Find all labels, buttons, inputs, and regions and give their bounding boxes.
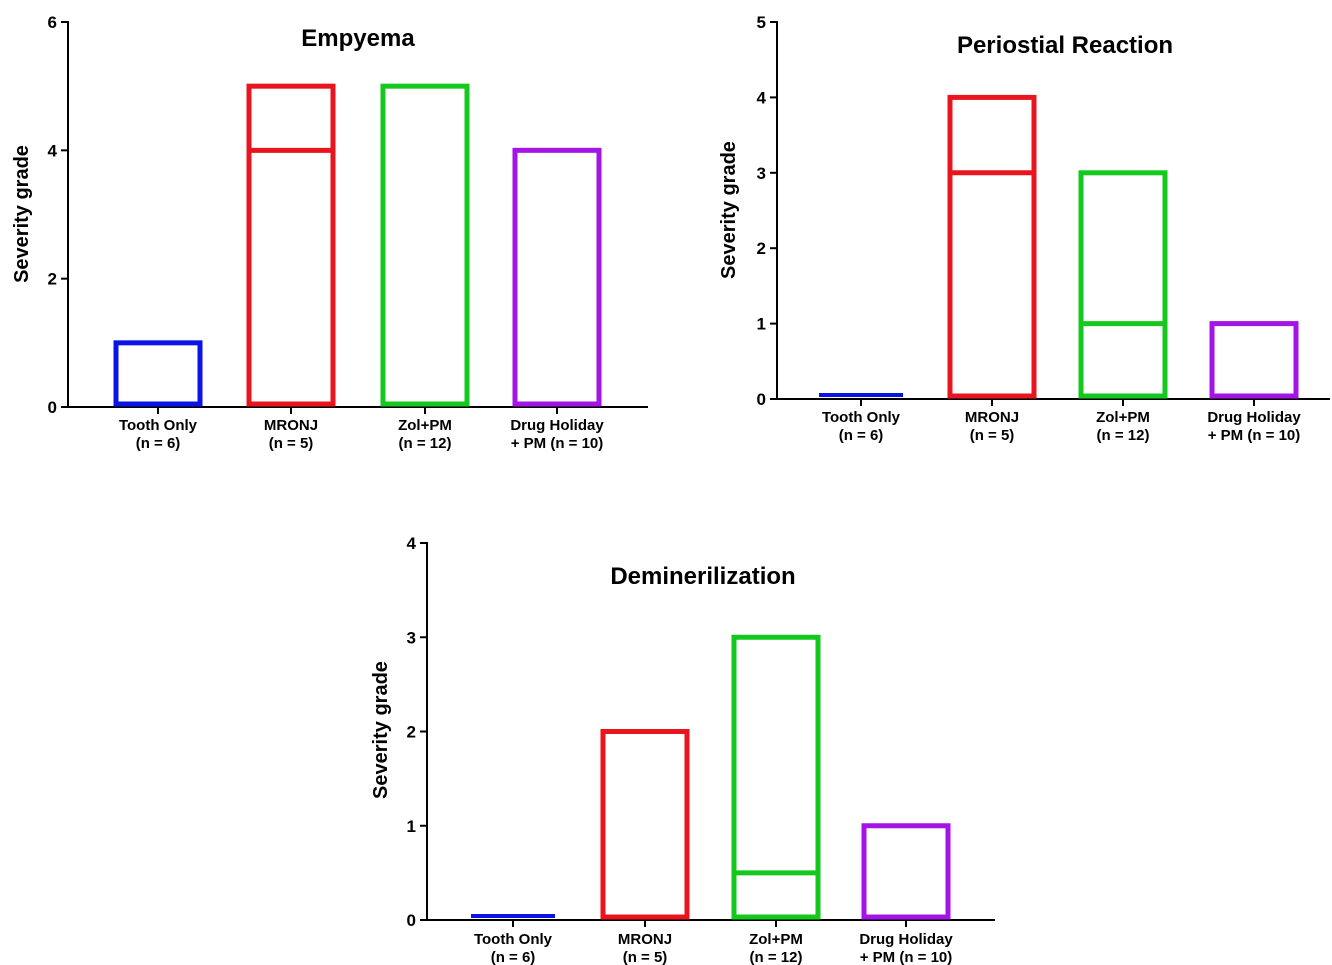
- bar-1: [471, 914, 555, 918]
- chart-panel-2: Periostial Reaction Severity grade 0 1 2 3 4 5 T…: [718, 13, 1330, 444]
- y-axis-label: Severity grade: [11, 145, 33, 283]
- y-tick-label: 2: [48, 270, 57, 289]
- x-category-label: Drug Holiday + PM (n = 10): [510, 417, 604, 452]
- y-tick-label: 3: [757, 164, 766, 183]
- y-tick-label: 0: [407, 911, 416, 930]
- chart-title: Deminerilization: [610, 563, 795, 590]
- chart-panel-3: Deminerilization Severity grade 0 1 2 3 4 Tooth…: [370, 534, 995, 965]
- bar-3: [1078, 170, 1168, 399]
- y-tick-label: 1: [757, 315, 766, 334]
- x-category-label: Zol+PM (n = 12): [1096, 409, 1150, 444]
- y-tick-label: 3: [407, 628, 416, 647]
- chart-title: Empyema: [301, 25, 415, 52]
- bar-1: [819, 393, 903, 397]
- y-tick-label: 6: [48, 13, 57, 32]
- y-tick-label: 1: [407, 817, 416, 836]
- y-axis-label: Severity grade: [370, 661, 392, 799]
- chart-panel-1: Empyema Severity grade 0 2 4 6 Tooth Only (n = …: [11, 13, 648, 452]
- x-category-label: Zol+PM (n = 12): [749, 931, 803, 965]
- x-category-label: MRONJ (n = 5): [965, 409, 1019, 444]
- bar-2: [600, 729, 690, 920]
- bar-2: [246, 83, 336, 407]
- y-tick-label: 0: [757, 390, 766, 409]
- bar-4: [861, 823, 951, 920]
- x-category-label: Tooth Only (n = 6): [474, 931, 553, 965]
- x-category-label: Tooth Only (n = 6): [119, 417, 198, 452]
- y-tick-label: 4: [48, 141, 58, 160]
- y-tick-label: 2: [407, 723, 416, 742]
- chart-title: Periostial Reaction: [957, 32, 1173, 59]
- y-tick-label: 2: [757, 239, 766, 258]
- x-category-label: MRONJ (n = 5): [618, 931, 672, 965]
- x-category-label: Drug Holiday + PM (n = 10): [1207, 409, 1301, 444]
- y-tick-label: 0: [48, 398, 57, 417]
- x-category-label: Drug Holiday + PM (n = 10): [859, 931, 953, 965]
- bar-3: [731, 634, 821, 920]
- bar-2: [947, 94, 1037, 399]
- x-category-label: Tooth Only (n = 6): [822, 409, 901, 444]
- bar-1: [113, 340, 203, 407]
- x-category-label: MRONJ (n = 5): [264, 417, 318, 452]
- x-category-label: Zol+PM (n = 12): [398, 417, 452, 452]
- y-tick-label: 4: [757, 88, 767, 107]
- y-tick-label: 4: [407, 534, 417, 553]
- y-tick-label: 5: [757, 13, 766, 32]
- bar-4: [512, 147, 602, 407]
- bar-3: [380, 83, 470, 407]
- bar-4: [1209, 321, 1299, 399]
- y-axis-label: Severity grade: [718, 141, 740, 279]
